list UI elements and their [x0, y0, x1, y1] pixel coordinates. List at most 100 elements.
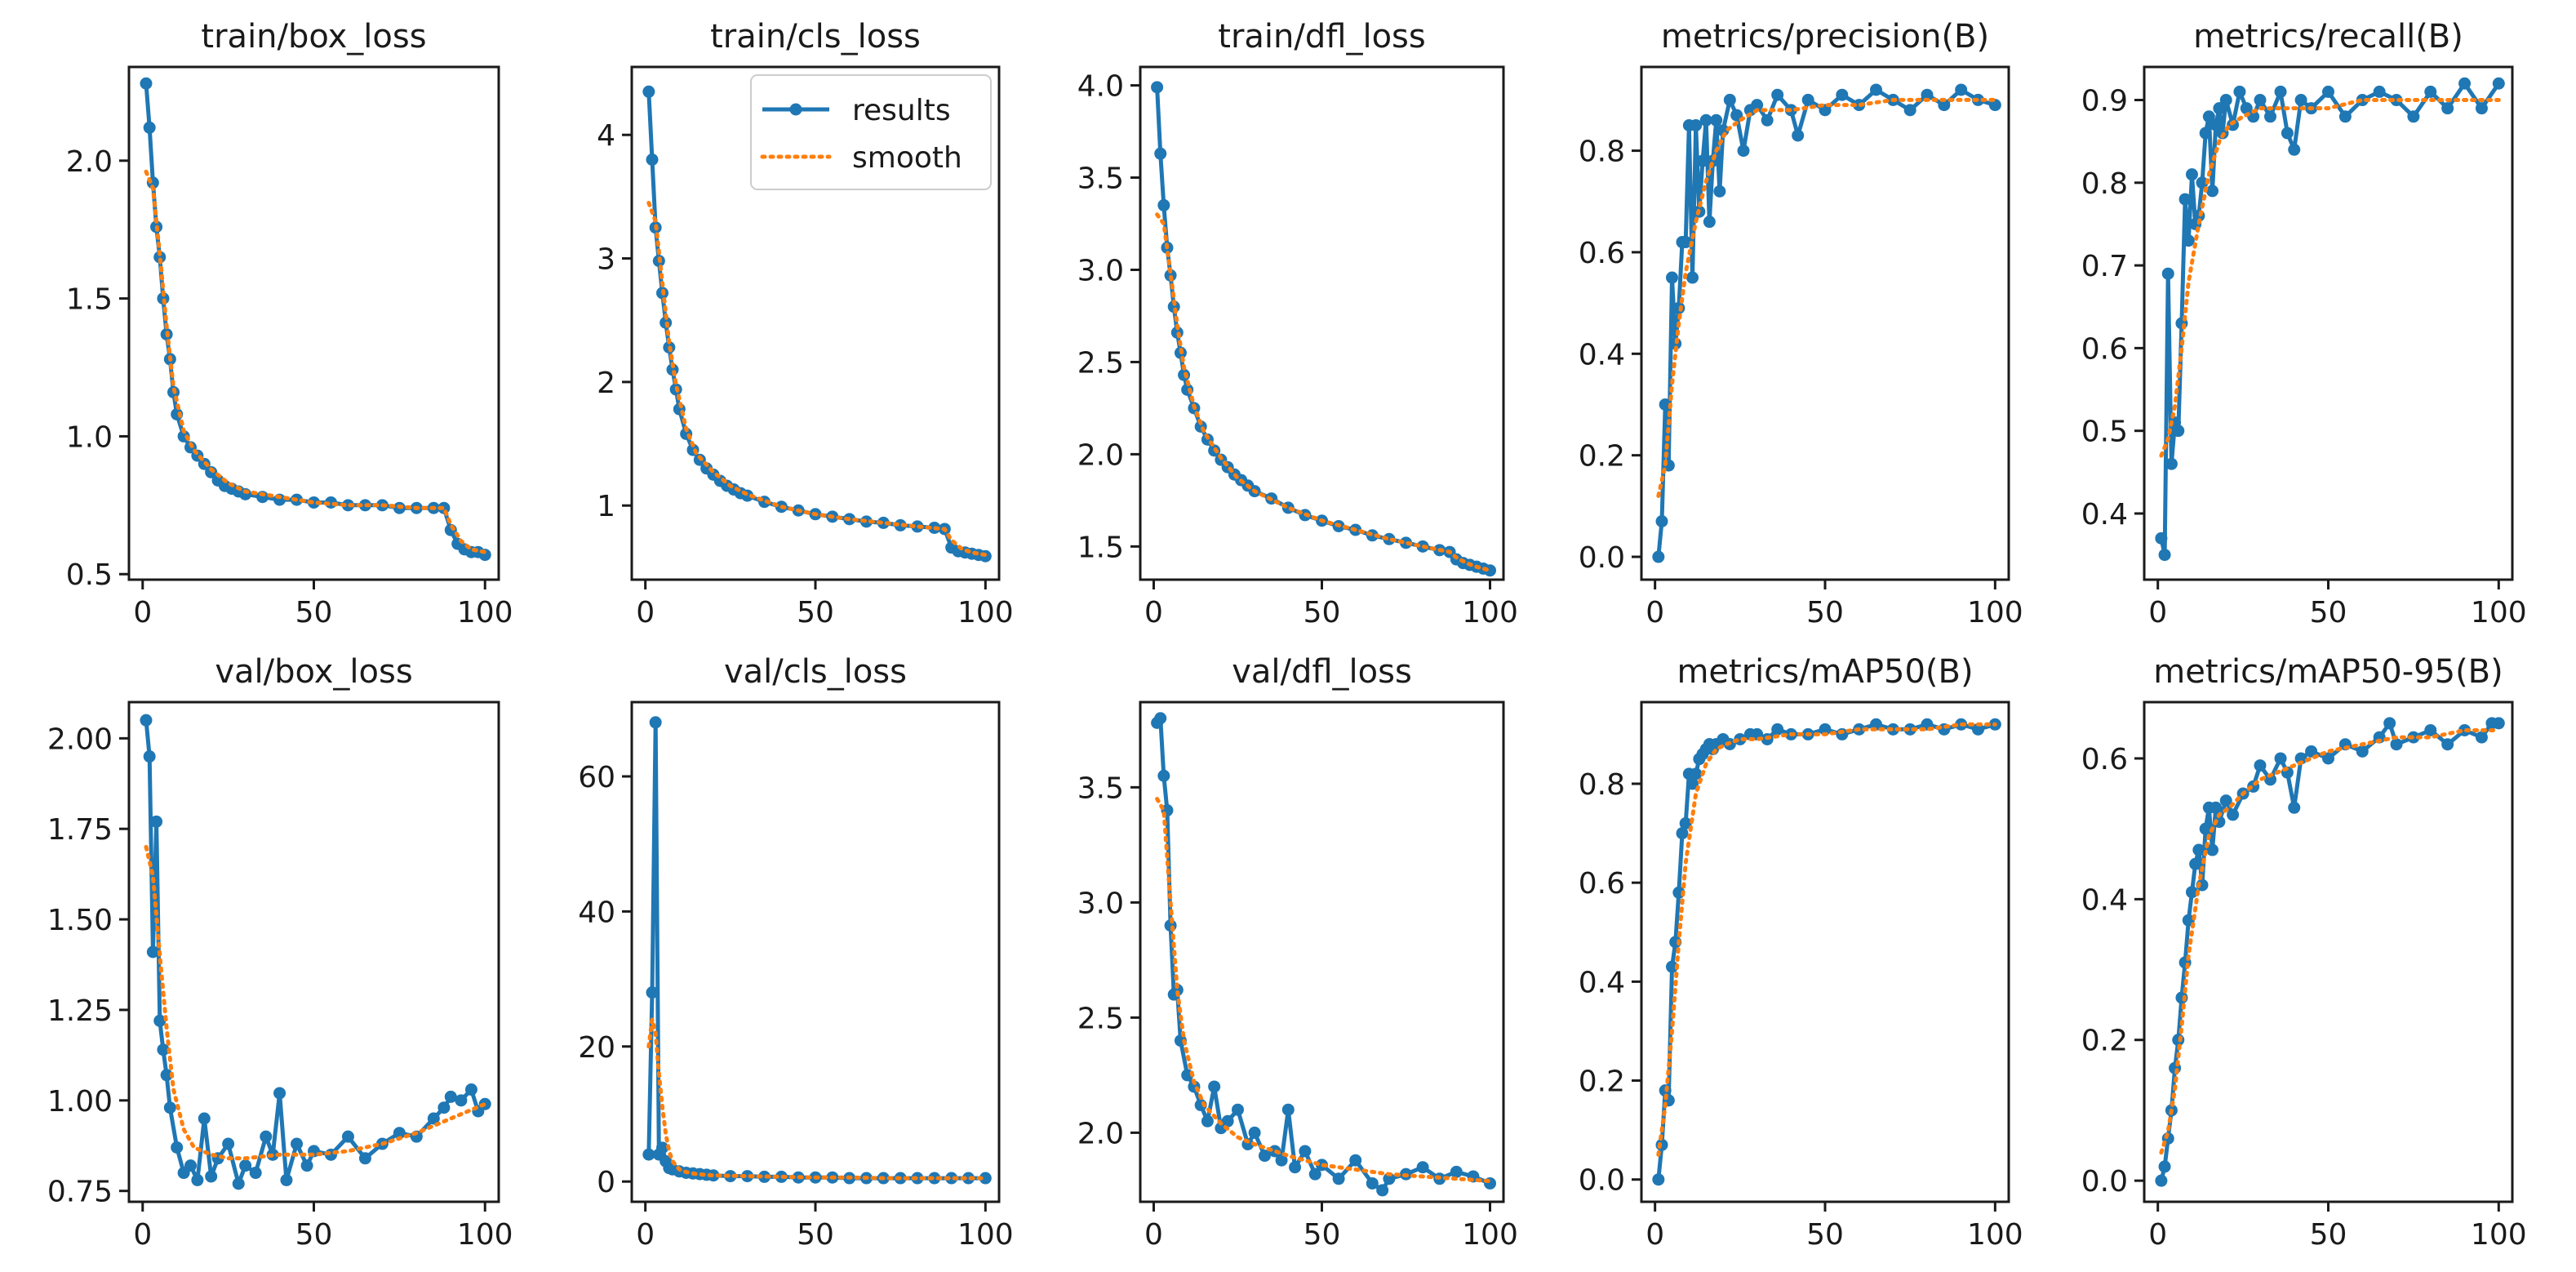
x-tick-label: 100	[957, 1218, 1014, 1252]
plot-frame	[2143, 700, 2514, 1203]
results-point	[2210, 801, 2223, 814]
results-point	[979, 1172, 992, 1185]
x-tick-label: 0	[2148, 596, 2167, 629]
legend-box	[750, 74, 992, 190]
results-point	[150, 815, 163, 828]
legend-results-label: results	[852, 94, 951, 127]
results-point	[1751, 99, 1764, 112]
results-point	[646, 986, 659, 999]
panel-train-box-loss: train/box_loss 0 50 100 0.5 1.0 1.5 2.0	[66, 18, 513, 629]
legend-results-marker	[789, 103, 802, 116]
results-point	[1737, 145, 1750, 158]
results-point	[1836, 88, 1849, 101]
plot-area	[2155, 717, 2505, 1187]
results-point	[642, 85, 655, 98]
results-point	[171, 1141, 184, 1154]
results-point	[140, 77, 153, 90]
results-point	[437, 1101, 451, 1114]
x-tick-label: 0	[133, 1218, 152, 1252]
y-tick-label: 40	[578, 896, 615, 929]
results-point	[646, 153, 659, 166]
results-point	[2219, 94, 2232, 107]
panel-title: metrics/precision(B)	[1661, 18, 1989, 56]
results-point	[1686, 777, 1699, 790]
y-tick-label: 4.0	[1077, 70, 1124, 104]
plot-frame	[2143, 65, 2514, 581]
results-point	[1666, 960, 1678, 973]
legend: results smooth	[750, 74, 992, 190]
results-point	[427, 1112, 440, 1125]
smooth-line	[144, 844, 487, 1161]
results-point	[2155, 1174, 2168, 1187]
panel-title: metrics/mAP50(B)	[1677, 653, 1973, 691]
results-point	[1676, 827, 1689, 840]
results-point	[2158, 549, 2171, 562]
smooth-line	[1155, 212, 1492, 573]
y-tick-label: 0.5	[2081, 416, 2128, 449]
results-point	[1710, 113, 1723, 127]
x-tick-label: 100	[957, 596, 1014, 629]
results-point	[1376, 1184, 1389, 1197]
results-point	[160, 1069, 173, 1082]
results-point	[1652, 1173, 1665, 1186]
results-point	[894, 518, 907, 531]
x-tick-label: 0	[1646, 596, 1664, 629]
results-point	[1154, 147, 1167, 160]
x-tick-label: 0	[636, 596, 655, 629]
panel-metrics-map50-b-: metrics/mAP50(B) 0 50 100 0.0 0.2 0.4 0.6 0.8	[1579, 653, 2023, 1252]
results-point	[249, 1167, 262, 1180]
y-tick-label: 60	[578, 761, 615, 794]
results-point	[2492, 717, 2505, 730]
results-point	[1652, 550, 1665, 563]
results-point	[1170, 984, 1184, 997]
results-point	[444, 1090, 457, 1103]
results-point	[1655, 1138, 1668, 1151]
y-tick-label: 0.0	[1579, 541, 1625, 575]
results-point	[2178, 193, 2192, 206]
results-point	[1771, 723, 1784, 736]
results-point	[2219, 794, 2232, 807]
y-tick-label: 1.00	[47, 1085, 113, 1119]
results-point	[1771, 88, 1784, 101]
results-point	[2281, 127, 2294, 140]
results-point	[300, 1159, 313, 1172]
x-tick-label: 50	[295, 596, 333, 629]
panel-metrics-map50-95-b-: metrics/mAP50-95(B) 0 50 100 0.0 0.2 0.4 0.6	[2081, 653, 2527, 1252]
results-point	[642, 1148, 655, 1161]
results-point	[2172, 425, 2185, 438]
plot-frame	[1640, 700, 2010, 1203]
y-tick-label: 0.8	[1579, 768, 1625, 802]
plot-frame	[1139, 700, 1505, 1203]
y-tick-label: 1.0	[66, 420, 113, 454]
x-tick-label: 50	[797, 596, 834, 629]
plot-frame	[630, 65, 1001, 581]
results-point	[2390, 738, 2403, 751]
smooth-line	[2159, 728, 2501, 1155]
y-tick-label: 1.5	[66, 283, 113, 317]
y-tick-label: 0.8	[2081, 167, 2128, 201]
results-point	[2322, 752, 2334, 765]
y-tick-label: 0.75	[47, 1176, 113, 1209]
x-tick-label: 0	[1144, 1218, 1163, 1252]
results-point	[2264, 110, 2277, 123]
results-point	[1723, 93, 1736, 106]
results-point	[1258, 1150, 1271, 1163]
smooth-line	[1155, 797, 1492, 1184]
results-point	[2424, 85, 2437, 98]
results-point	[2475, 731, 2488, 744]
results-point	[341, 1130, 354, 1143]
results-point	[146, 945, 159, 958]
plot-area	[1652, 83, 2001, 563]
results-point	[2233, 85, 2246, 98]
results-point	[2196, 176, 2209, 189]
plot-area	[1151, 712, 1497, 1197]
y-tick-label: 1	[597, 490, 615, 523]
smooth-line	[646, 201, 988, 558]
results-point	[2441, 102, 2454, 115]
y-tick-label: 0.0	[1579, 1164, 1625, 1198]
results-point	[1157, 198, 1170, 211]
results-point	[1686, 271, 1699, 284]
results-point	[140, 714, 153, 727]
